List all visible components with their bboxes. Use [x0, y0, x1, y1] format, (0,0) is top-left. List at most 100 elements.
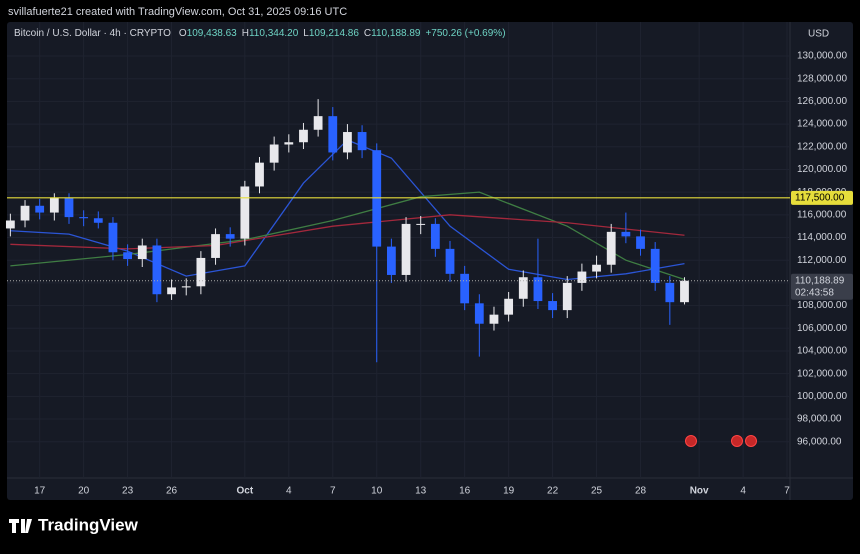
brand: TradingView — [38, 515, 139, 534]
level-label-box — [791, 190, 853, 205]
y-tick-label: 116,000.00 — [797, 209, 847, 220]
legend-text: 110,188.89 — [371, 28, 421, 39]
credit: svillafuerte21 created with TradingView.… — [8, 6, 347, 18]
x-tick-label: 20 — [78, 486, 90, 497]
candle-body — [328, 116, 338, 153]
candle-body — [181, 286, 191, 288]
candle-body — [474, 303, 484, 324]
candle-body — [225, 234, 235, 239]
candle-body — [5, 220, 15, 229]
y-tick-label: 122,000.00 — [797, 141, 847, 152]
legend-text: L — [303, 28, 309, 39]
legend-text: 110,344.20 — [249, 28, 299, 39]
candle-body — [416, 223, 426, 225]
y-tick-label: 98,000.00 — [797, 414, 842, 425]
candle-body — [49, 197, 59, 213]
candle-body — [299, 129, 308, 143]
y-tick-label: 96,000.00 — [797, 436, 842, 447]
y-tick-label: 106,000.00 — [797, 323, 847, 334]
legend-text: 109,214.86 — [309, 28, 359, 39]
candle-body — [562, 282, 572, 311]
logo-mark — [9, 519, 32, 533]
candle-body — [636, 236, 645, 249]
candle-body — [152, 245, 162, 295]
x-tick-label: 17 — [34, 486, 46, 497]
candle-body — [240, 186, 250, 239]
candle-body — [35, 205, 45, 213]
candle-body — [284, 142, 294, 145]
candle-body — [577, 271, 587, 283]
x-tick-label: 22 — [547, 486, 559, 497]
moving-average — [10, 191, 685, 281]
candle-body — [269, 144, 279, 163]
plot — [5, 22, 790, 478]
x-tick-label: Oct — [237, 486, 254, 497]
candle-body — [357, 132, 367, 151]
legend-text: O — [179, 28, 187, 39]
x-tick-label: 4 — [286, 486, 292, 497]
x-tick-label: 13 — [415, 486, 427, 497]
y-tick-label: 112,000.00 — [797, 255, 847, 266]
flag — [731, 435, 743, 447]
candle-body — [518, 277, 528, 299]
candle-body — [211, 234, 220, 258]
y-tick-label: 100,000.00 — [797, 391, 847, 402]
legend-text: Bitcoin / U.S. Dollar · 4h · CRYPTO — [14, 28, 171, 39]
legend-header: Bitcoin / U.S. Dollar · 4h · CRYPTO O 109,… — [14, 28, 506, 39]
y-tick-label: 108,000.00 — [797, 300, 847, 311]
candle-body — [313, 116, 323, 130]
countdown: 02:43:58 — [795, 287, 834, 298]
candle-body — [650, 248, 660, 283]
logo: TradingView — [9, 515, 139, 534]
candle-body — [504, 298, 514, 315]
level-label: 117,500.00 — [795, 192, 845, 203]
x-tick-label: 16 — [459, 486, 471, 497]
y-tick-label: 130,000.00 — [797, 51, 847, 62]
candle-body — [401, 223, 411, 275]
candle-body — [108, 222, 118, 253]
candle-body — [137, 245, 147, 260]
x-tick-label: 25 — [591, 486, 603, 497]
currency: USD — [808, 29, 829, 40]
y-tick-label: 104,000.00 — [797, 346, 847, 357]
chart-panel — [7, 22, 853, 500]
y-tick-label: 128,000.00 — [797, 73, 847, 84]
x-tick-label: 28 — [635, 486, 647, 497]
y-tick-label: 102,000.00 — [797, 368, 847, 379]
candle-body — [93, 218, 103, 223]
candle-body — [533, 277, 543, 302]
legend-text: C — [364, 28, 371, 39]
candle-body — [665, 282, 675, 303]
candle-body — [64, 197, 74, 218]
flag — [685, 435, 697, 447]
candle-body — [621, 231, 631, 237]
candle-body — [123, 252, 133, 260]
x-tick-label: 7 — [784, 486, 790, 497]
y-tick-label: 120,000.00 — [797, 164, 847, 175]
legend-text: +750.26 (+0.69%) — [425, 28, 505, 39]
candle-body — [196, 257, 206, 287]
y-tick-label: 124,000.00 — [797, 119, 847, 130]
x-tick-label: 10 — [371, 486, 383, 497]
candle-body — [460, 273, 470, 304]
candle-body — [430, 223, 440, 249]
x-tick-label: 7 — [330, 486, 336, 497]
candle-body — [548, 301, 557, 311]
x-tick-label: 4 — [740, 486, 746, 497]
y-tick-label: 114,000.00 — [797, 232, 847, 243]
candle-body — [386, 246, 396, 275]
x-tick-label: Nov — [690, 486, 709, 497]
candle-body — [255, 162, 264, 187]
candle-body — [445, 248, 455, 274]
x-tick-label: 19 — [503, 486, 515, 497]
candle-body — [489, 314, 499, 324]
flag — [745, 435, 757, 447]
candle-body — [680, 280, 689, 303]
candle-body — [592, 264, 601, 272]
event-flags — [685, 435, 757, 447]
candle-body — [167, 287, 176, 295]
candle-body — [606, 231, 616, 265]
candle-body — [20, 205, 30, 221]
